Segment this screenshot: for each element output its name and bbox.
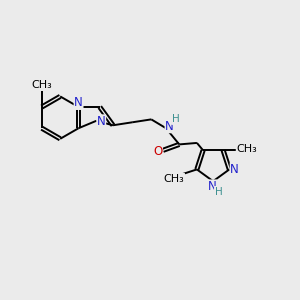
Text: H: H	[172, 114, 179, 124]
Text: N: N	[97, 115, 106, 128]
Text: CH₃: CH₃	[164, 174, 184, 184]
Text: N: N	[208, 180, 217, 193]
Text: CH₃: CH₃	[32, 80, 52, 90]
Text: O: O	[153, 145, 162, 158]
Text: CH₃: CH₃	[236, 144, 257, 154]
Text: N: N	[165, 120, 174, 133]
Text: N: N	[74, 96, 83, 110]
Text: H: H	[214, 187, 222, 196]
Text: N: N	[230, 163, 239, 176]
